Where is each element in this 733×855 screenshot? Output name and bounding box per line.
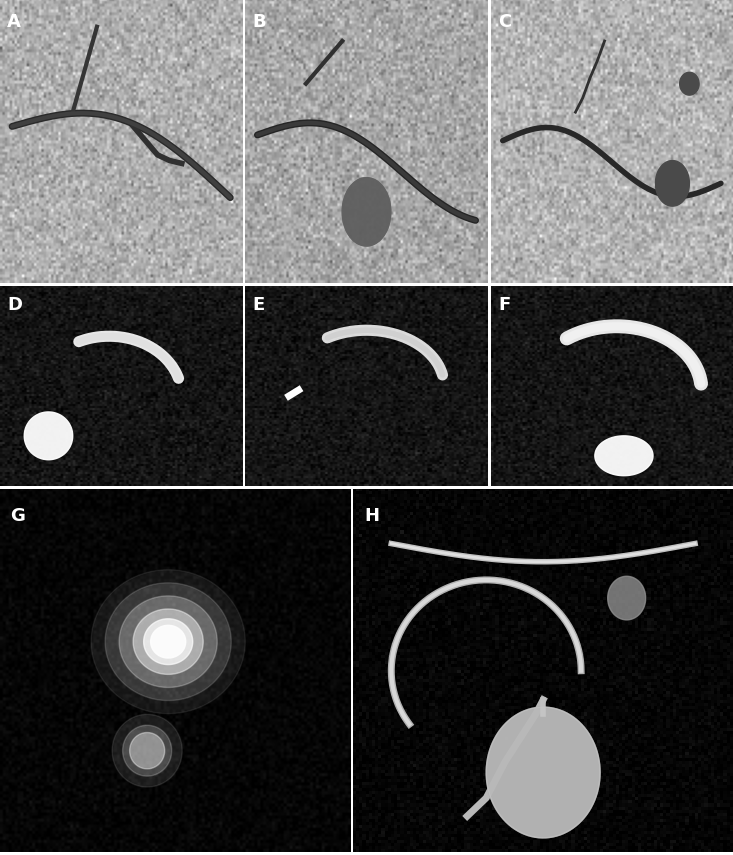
Polygon shape [342,178,391,246]
Polygon shape [122,725,172,776]
Polygon shape [655,161,689,206]
Polygon shape [24,412,73,460]
Text: C: C [498,13,511,31]
Polygon shape [119,596,217,687]
Polygon shape [144,619,193,664]
Polygon shape [679,73,699,95]
Text: H: H [365,507,380,525]
Text: F: F [498,297,510,315]
Polygon shape [486,707,600,838]
Text: B: B [253,13,266,31]
Polygon shape [112,715,183,787]
Polygon shape [342,178,391,246]
Polygon shape [91,569,246,714]
Polygon shape [105,583,231,700]
Polygon shape [608,576,646,620]
Polygon shape [130,733,165,769]
Polygon shape [151,625,185,658]
Text: E: E [253,297,265,315]
Polygon shape [486,707,600,838]
Polygon shape [595,436,653,475]
Text: G: G [10,507,26,525]
Polygon shape [133,609,203,675]
Text: D: D [7,297,22,315]
Text: A: A [7,13,21,31]
